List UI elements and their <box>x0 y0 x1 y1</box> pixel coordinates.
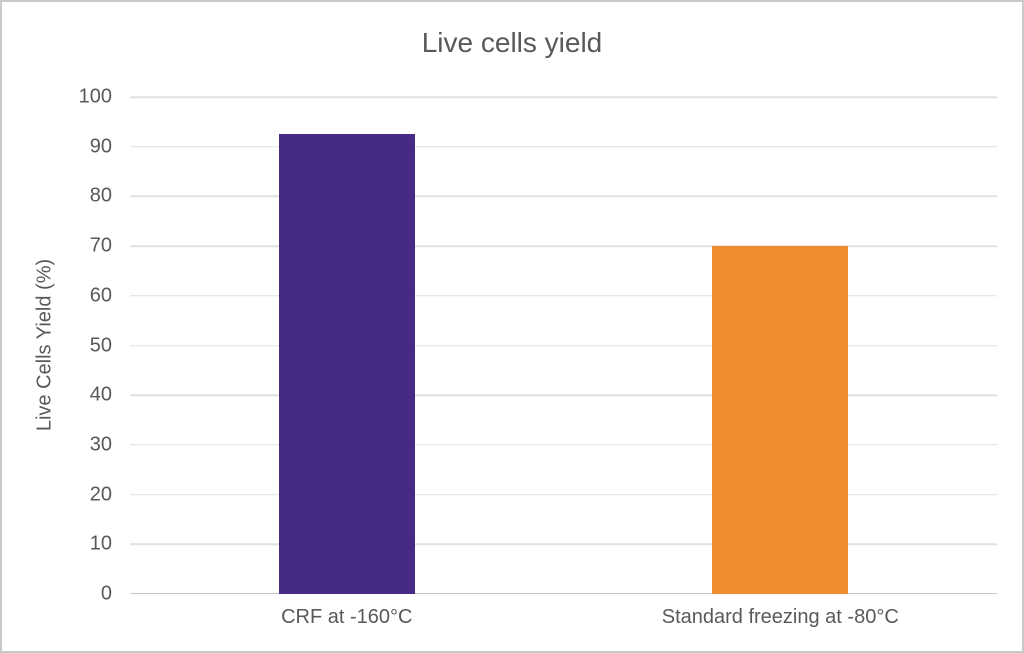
y-tick-label: 80 <box>89 184 112 207</box>
gridline <box>130 344 997 347</box>
x-axis-line <box>130 592 997 594</box>
chart-title: Live cells yield <box>421 27 603 58</box>
gridline <box>130 444 997 446</box>
y-tick-label: 20 <box>89 483 112 506</box>
y-tick-label: 40 <box>89 383 112 406</box>
gridline <box>130 195 997 198</box>
y-tick-label: 10 <box>89 532 112 555</box>
x-axis-labels: CRF at -160°C Standard freezing at -80°C <box>130 606 997 634</box>
bar-0 <box>278 134 415 594</box>
gridline <box>130 493 997 496</box>
gridline <box>130 96 997 98</box>
x-tick-label: CRF at -160°C <box>281 606 413 628</box>
y-tick-label: 90 <box>89 135 112 158</box>
y-tick-label: 70 <box>89 234 112 257</box>
bar-1 <box>712 246 849 594</box>
x-tick-label: Standard freezing at -80°C <box>661 606 899 628</box>
y-axis-ticks: 0 10 20 30 40 50 60 70 80 90 100 <box>2 86 112 605</box>
y-tick-label: 0 <box>100 582 112 605</box>
gridline <box>130 543 997 546</box>
gridline <box>130 245 997 247</box>
y-tick-label: 30 <box>89 433 112 456</box>
gridline <box>130 394 997 396</box>
gridline <box>130 295 997 297</box>
gridline <box>130 145 997 148</box>
y-tick-label: 50 <box>89 334 112 356</box>
y-tick-label: 60 <box>89 284 112 307</box>
plot-area <box>130 96 997 594</box>
y-tick-label: 100 <box>78 85 112 108</box>
